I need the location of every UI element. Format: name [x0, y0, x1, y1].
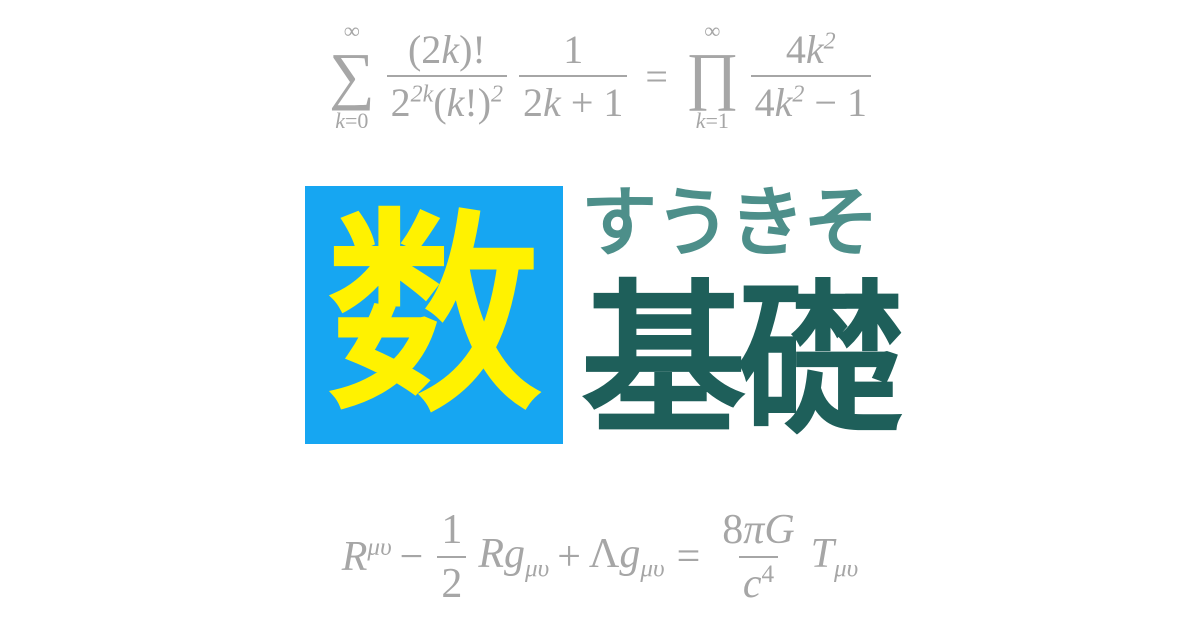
- prod-operator: ∞ ∏ k=1: [686, 18, 739, 134]
- logo-hiragana: すうきそ: [581, 186, 895, 262]
- f2dv: k: [543, 80, 561, 125]
- logo-main-char: 数: [327, 208, 542, 423]
- f1nr: )!: [459, 27, 486, 72]
- Lmb: Λ: [589, 531, 619, 577]
- R-tensor: Rμυ: [342, 533, 392, 581]
- f1nv: k: [441, 27, 459, 72]
- T-tensor: Tμυ: [811, 530, 859, 583]
- hn: 1: [437, 506, 466, 556]
- equals-1: =: [645, 53, 668, 100]
- f1dr: !): [464, 80, 491, 125]
- sum-lower-val: =0: [345, 108, 368, 133]
- f3dr: − 1: [804, 80, 867, 125]
- logo-block: 数 すうきそ 基礎: [305, 186, 895, 444]
- rc: c: [743, 561, 762, 607]
- Rmu: μ: [367, 534, 380, 561]
- Rg: R: [478, 531, 504, 577]
- f1dl: 2: [391, 80, 411, 125]
- Tnu: υ: [847, 556, 859, 583]
- logo-kanji: 基礎: [581, 279, 895, 444]
- prod-lower: k=1: [696, 108, 729, 134]
- sum-lower: k=0: [335, 108, 368, 134]
- formula-bottom: Rμυ − 1 2 Rgμυ + Λgμυ = 8πG c4 Tμυ: [0, 506, 1200, 608]
- f3ds: 2: [792, 82, 804, 108]
- f2dl: 2: [523, 80, 543, 125]
- frac-1-den: 22k(k!)2: [387, 75, 507, 126]
- Rg-term: Rgμυ: [478, 530, 549, 583]
- g2nu: υ: [653, 556, 665, 583]
- plv: k: [696, 108, 706, 133]
- rG: G: [764, 507, 794, 553]
- logo-left-tile: 数: [305, 186, 563, 444]
- frac-3: 4k2 4k2 − 1: [751, 26, 871, 126]
- formula-top: ∞ ∑ k=0 (2k)! 22k(k!)2 1 2k + 1 = ∞ ∏ k=…: [0, 18, 1200, 134]
- g1mu: μ: [525, 556, 538, 583]
- rc4: 4: [761, 561, 774, 588]
- f1ds: 2k: [411, 82, 434, 108]
- f2dr: + 1: [561, 80, 624, 125]
- Tv: T: [811, 531, 834, 577]
- frac-3-den: 4k2 − 1: [751, 75, 871, 126]
- f3nl: 4: [786, 27, 806, 72]
- frac-2-den: 2k + 1: [519, 75, 627, 126]
- r8: 8: [722, 507, 743, 553]
- Tmu: μ: [834, 556, 847, 583]
- Rnu: υ: [380, 534, 392, 561]
- frac-1-num: (2k)!: [404, 26, 490, 75]
- g2mu: μ: [640, 556, 653, 583]
- logo-right-stack: すうきそ 基礎: [581, 186, 895, 444]
- plus-op: +: [557, 533, 581, 581]
- half-frac: 1 2: [437, 506, 466, 608]
- prod-symbol: ∏: [686, 44, 739, 108]
- f3dv: k: [775, 80, 793, 125]
- f1ds2: 2: [491, 82, 503, 108]
- minus-op: −: [400, 533, 424, 581]
- rhs-den: c4: [739, 556, 778, 608]
- f3dl: 4: [755, 80, 775, 125]
- Lambda-g-term: Λgμυ: [589, 530, 665, 583]
- f1dm: (: [433, 80, 446, 125]
- f3ns: 2: [824, 29, 836, 55]
- g1nu: υ: [538, 556, 550, 583]
- rhs-num: 8πG: [718, 506, 798, 556]
- equals-2: =: [677, 533, 701, 581]
- frac-2: 1 2k + 1: [519, 26, 627, 126]
- g2: g: [619, 531, 640, 577]
- plval: =1: [705, 108, 728, 133]
- sum-symbol: ∑: [329, 44, 375, 108]
- Rv: R: [342, 534, 368, 580]
- f3nv: k: [806, 27, 824, 72]
- frac-1: (2k)! 22k(k!)2: [387, 26, 507, 126]
- f1dv: k: [447, 80, 465, 125]
- frac-2-num: 1: [559, 26, 587, 75]
- hd: 2: [437, 556, 466, 608]
- rpi: π: [743, 507, 764, 553]
- frac-3-num: 4k2: [782, 26, 840, 75]
- g1: g: [504, 531, 525, 577]
- sum-operator: ∞ ∑ k=0: [329, 18, 375, 134]
- rhs-frac: 8πG c4: [718, 506, 798, 608]
- f1nl: (2: [408, 27, 441, 72]
- sum-lower-var: k: [335, 108, 345, 133]
